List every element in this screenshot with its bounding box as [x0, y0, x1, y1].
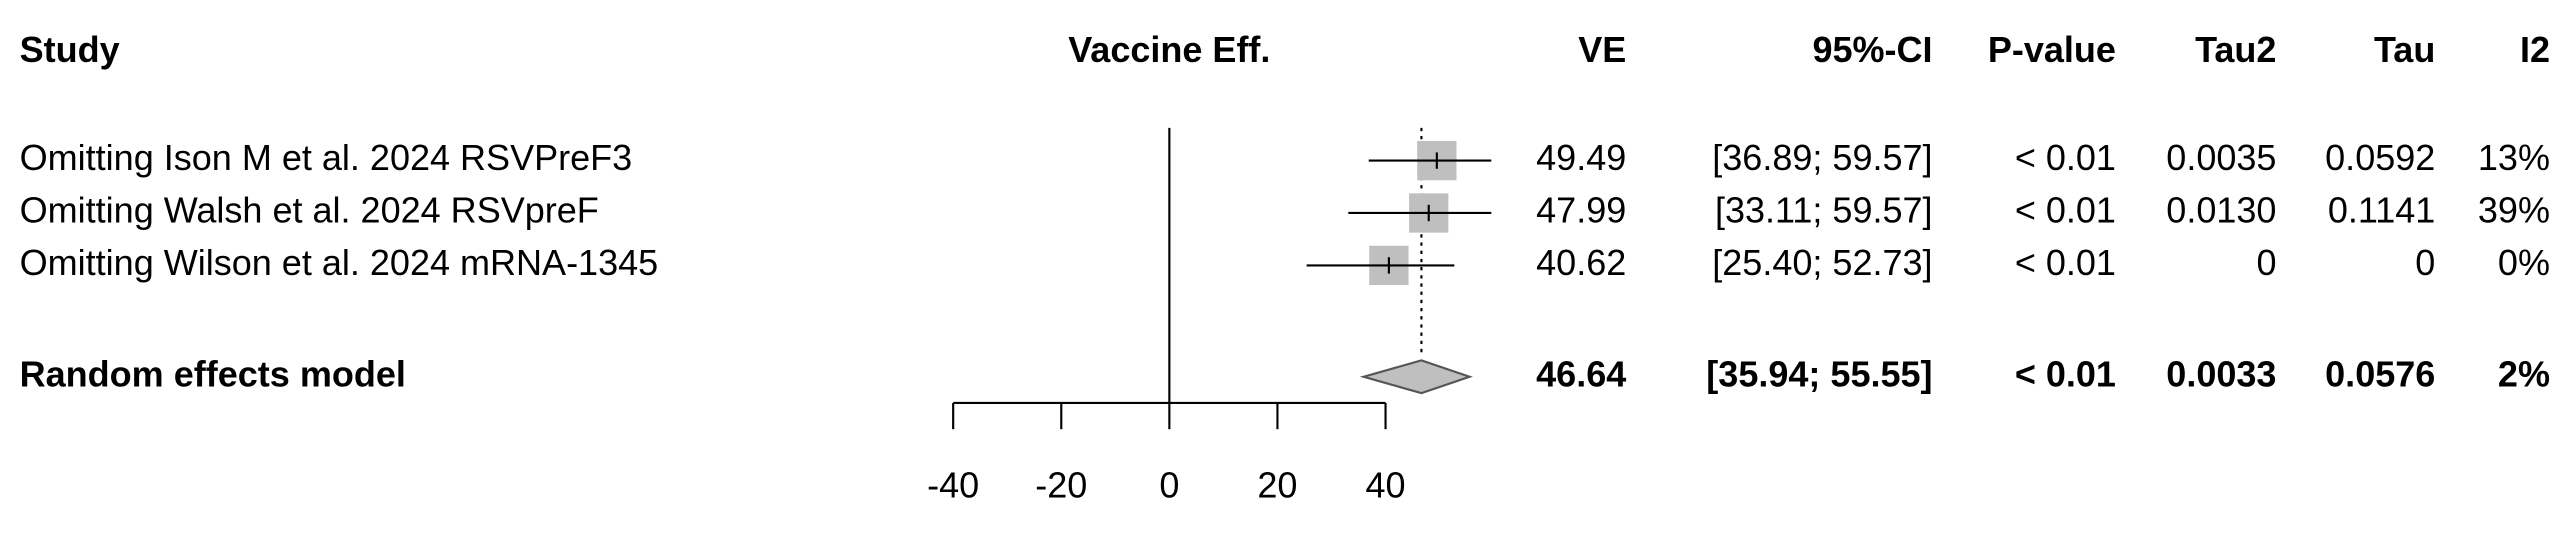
header-i2: I2: [2520, 29, 2550, 70]
cell-ve: 47.99: [1536, 190, 1626, 231]
study-name: Omitting Walsh et al. 2024 RSVpreF: [20, 190, 599, 231]
summary-name: Random effects model: [20, 353, 406, 394]
summary-tau: 0.0576: [2325, 353, 2435, 394]
cell-tau2: 0.0130: [2166, 190, 2276, 231]
cell-ci-label: [36.89; 59.57]: [1712, 137, 1932, 178]
cell-ci-label: [25.40; 52.73]: [1712, 242, 1932, 283]
header-ve: VE: [1578, 29, 1626, 70]
x-tick-label: 40: [1366, 465, 1406, 506]
summary-i2: 2%: [2498, 353, 2550, 394]
cell-tau: 0: [2415, 242, 2435, 283]
header-tau2: Tau2: [2195, 29, 2276, 70]
summary-ci-label: [35.94; 55.55]: [1706, 353, 1932, 394]
study-name: Omitting Wilson et al. 2024 mRNA-1345: [20, 242, 659, 283]
cell-p: < 0.01: [2015, 137, 2116, 178]
cell-i2: 39%: [2478, 190, 2550, 231]
study-name: Omitting Ison M et al. 2024 RSVPreF3: [20, 137, 633, 178]
cell-p: < 0.01: [2015, 242, 2116, 283]
header-p: P-value: [1988, 29, 2116, 70]
header-study: Study: [20, 29, 120, 70]
cell-i2: 0%: [2498, 242, 2550, 283]
cell-ve: 49.49: [1536, 137, 1626, 178]
cell-ve: 40.62: [1536, 242, 1626, 283]
summary-ve: 46.64: [1536, 353, 1626, 394]
summary-diamond: [1359, 359, 1473, 395]
cell-i2: 13%: [2478, 137, 2550, 178]
summary-tau2: 0.0033: [2166, 353, 2276, 394]
x-tick-label: -40: [927, 465, 979, 506]
summary-p: < 0.01: [2015, 353, 2116, 394]
x-tick-label: 0: [1159, 465, 1179, 506]
header-effect: Vaccine Eff.: [1068, 29, 1270, 70]
cell-tau: 0.0592: [2325, 137, 2435, 178]
cell-ci-label: [33.11; 59.57]: [1715, 190, 1933, 231]
cell-p: < 0.01: [2015, 190, 2116, 231]
cell-tau: 0.1141: [2328, 190, 2435, 231]
cell-tau2: 0.0035: [2166, 137, 2276, 178]
x-tick-label: -20: [1035, 465, 1087, 506]
x-tick-label: 20: [1257, 465, 1297, 506]
header-tau: Tau: [2374, 29, 2435, 70]
cell-tau2: 0: [2256, 242, 2276, 283]
header-ci: 95%-CI: [1812, 29, 1932, 70]
